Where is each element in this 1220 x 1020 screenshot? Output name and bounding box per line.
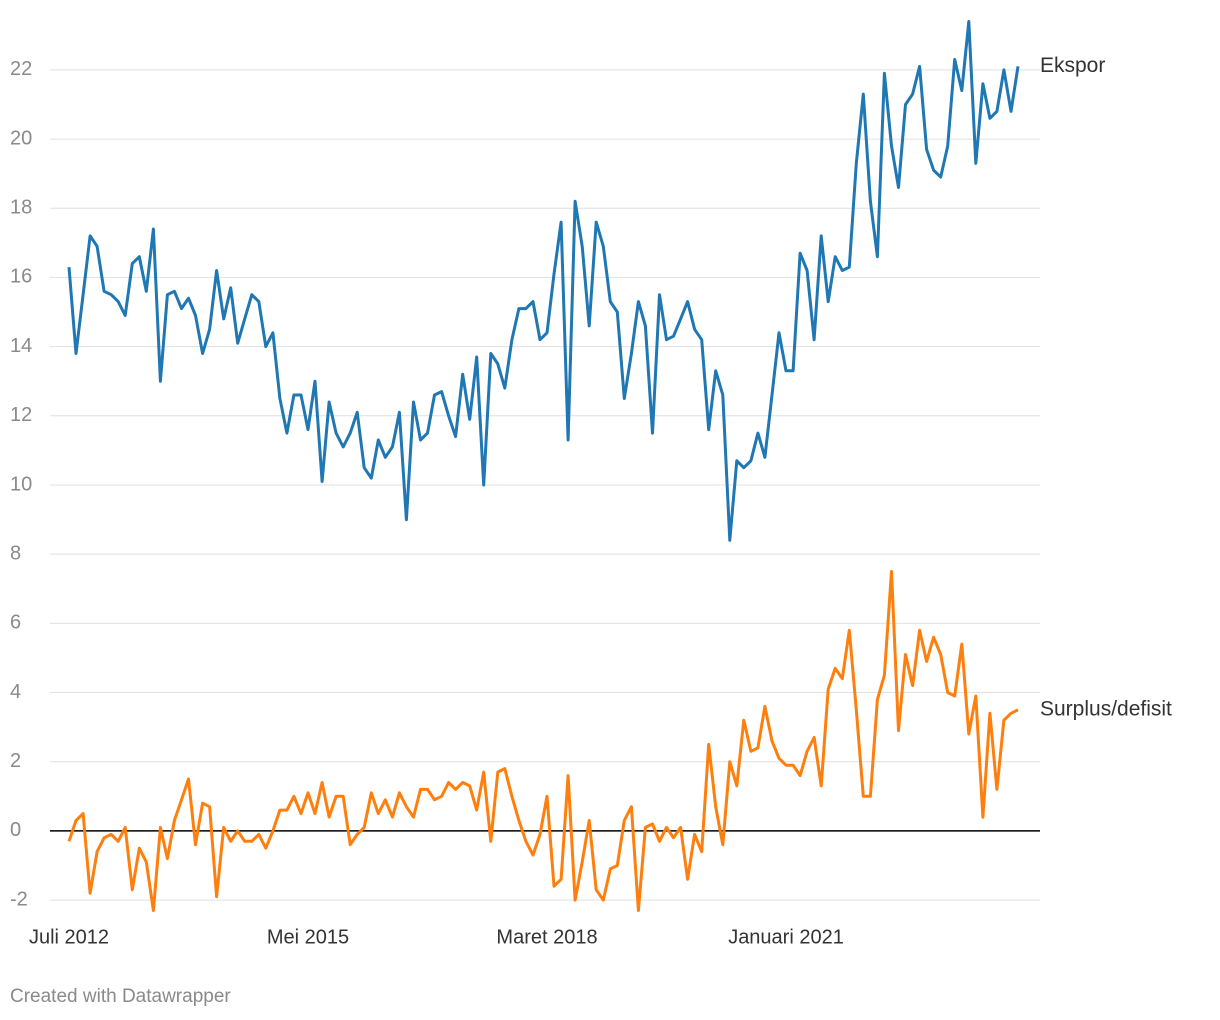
series-line xyxy=(67,20,1020,542)
y-tick-label: 2 xyxy=(10,750,21,772)
y-tick-label: 22 xyxy=(10,58,32,80)
x-tick-label: Maret 2018 xyxy=(496,926,597,948)
y-tick-label: 20 xyxy=(10,127,32,149)
credit: Created with Datawrapper xyxy=(10,986,231,1007)
series-label: Ekspor xyxy=(1040,54,1105,77)
x-tick-label: Mei 2015 xyxy=(267,926,349,948)
series-line xyxy=(67,570,1019,912)
y-tick-label: 10 xyxy=(10,473,32,495)
y-tick-label: 0 xyxy=(10,819,21,841)
y-tick-label: 4 xyxy=(10,681,21,703)
y-tick-label: 14 xyxy=(10,335,32,357)
y-tick-label: 16 xyxy=(10,266,32,288)
y-tick-label: 6 xyxy=(10,612,21,634)
series-label: Surplus/defisit xyxy=(1040,697,1172,720)
y-tick-label: 8 xyxy=(10,542,21,564)
x-tick-label: Juli 2012 xyxy=(29,926,109,948)
y-tick-label: 18 xyxy=(10,197,32,219)
y-tick-label: -2 xyxy=(10,888,28,910)
y-tick-label: 12 xyxy=(10,404,32,426)
x-tick-label: Januari 2021 xyxy=(728,926,844,948)
